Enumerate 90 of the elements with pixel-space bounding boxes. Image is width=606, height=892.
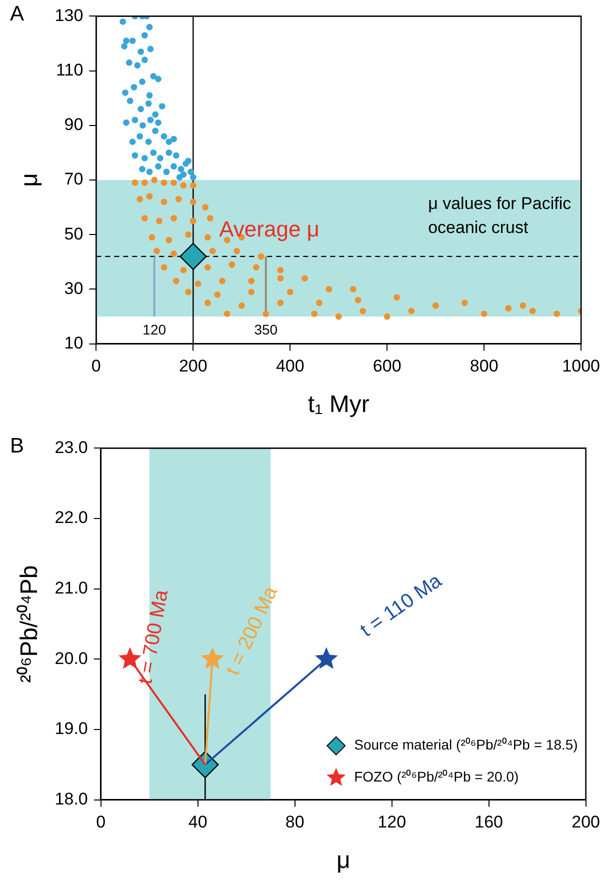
x-tick-label: 80 xyxy=(285,812,304,832)
y-tick-label: 19.0 xyxy=(54,719,88,738)
x-axis-title: μ xyxy=(336,847,350,874)
point xyxy=(129,138,136,145)
y-tick-label: 110 xyxy=(56,60,84,80)
point xyxy=(152,128,159,134)
point xyxy=(139,78,146,85)
point xyxy=(121,43,128,50)
point xyxy=(178,166,184,172)
point xyxy=(145,100,152,107)
y-tick-label: 90 xyxy=(64,115,84,134)
point xyxy=(130,84,138,90)
annotation: 350 xyxy=(254,321,278,338)
point xyxy=(152,111,159,118)
point xyxy=(150,150,157,156)
point xyxy=(141,56,148,64)
point xyxy=(170,136,177,142)
point xyxy=(160,133,168,140)
point xyxy=(147,46,154,52)
x-tick-label: 800 xyxy=(470,356,498,376)
point xyxy=(141,154,148,162)
annotation: t = 110 Ma xyxy=(356,569,446,642)
point xyxy=(190,174,196,180)
annotation: 120 xyxy=(142,321,166,338)
point xyxy=(188,168,194,176)
point xyxy=(129,38,136,44)
point xyxy=(138,48,144,55)
x-axis-title: t₁ Myr xyxy=(308,391,370,418)
y-axis-title: μ xyxy=(16,173,44,187)
point xyxy=(120,18,126,25)
point xyxy=(138,106,144,112)
point xyxy=(166,150,172,156)
x-tick-label: 200 xyxy=(572,812,600,832)
point xyxy=(123,119,130,126)
point xyxy=(150,73,157,80)
legend-label: Source material (²⁰⁶Pb/²⁰⁴Pb = 18.5) xyxy=(354,736,578,753)
point xyxy=(132,152,138,159)
point xyxy=(146,92,153,99)
point xyxy=(180,171,187,178)
point xyxy=(141,32,148,39)
annotation: Average μ xyxy=(219,216,320,242)
x-tick-label: 40 xyxy=(188,812,208,832)
x-tick-label: 160 xyxy=(474,812,504,832)
y-tick-label: 22.0 xyxy=(54,508,88,528)
point xyxy=(132,116,138,124)
point xyxy=(123,38,130,44)
point xyxy=(147,116,154,124)
x-tick-label: 0 xyxy=(91,356,101,376)
point xyxy=(122,89,128,96)
y-tick-label: 23.0 xyxy=(54,438,88,457)
y-tick-label: 21.0 xyxy=(54,578,88,598)
point xyxy=(145,138,152,145)
y-tick-label: 130 xyxy=(54,6,84,25)
x-tick-label: 600 xyxy=(372,356,402,376)
point xyxy=(155,163,162,170)
y-tick-label: 18.0 xyxy=(54,789,88,808)
point xyxy=(163,168,170,176)
y-tick-label: 30 xyxy=(64,278,84,298)
x-tick-label: 120 xyxy=(378,812,406,832)
point xyxy=(155,76,162,82)
point xyxy=(126,98,134,104)
point xyxy=(158,103,166,110)
point xyxy=(156,154,164,162)
point xyxy=(140,122,146,129)
point xyxy=(139,166,146,172)
point xyxy=(126,59,132,66)
x-tick-label: 1000 xyxy=(562,356,600,376)
point xyxy=(134,62,141,69)
point xyxy=(136,133,144,140)
chart-title: B xyxy=(10,434,24,458)
x-tick-label: 400 xyxy=(276,356,304,376)
annotation: t = 200 Ma xyxy=(222,582,282,679)
band-label: μ values for Pacific oceanic crust xyxy=(428,194,572,238)
point xyxy=(180,242,207,270)
y-tick-label: 10 xyxy=(64,333,84,352)
y-tick-label: 50 xyxy=(64,224,84,244)
x-tick-label: 200 xyxy=(178,356,208,376)
x-tick-label: 0 xyxy=(96,812,106,832)
point xyxy=(146,24,153,30)
point xyxy=(172,152,180,159)
point xyxy=(155,119,162,126)
legend-label: FOZO (²⁰⁶Pb/²⁰⁴Pb = 20.0) xyxy=(354,768,519,785)
point xyxy=(185,158,192,164)
point xyxy=(170,163,177,170)
y-axis-title: ²⁰⁶Pb/²⁰⁴Pb xyxy=(16,565,44,683)
y-tick-label: 70 xyxy=(64,170,84,189)
point xyxy=(146,168,153,176)
point xyxy=(166,138,172,145)
chart-title: A xyxy=(10,2,24,26)
y-tick-label: 20.0 xyxy=(54,648,88,668)
